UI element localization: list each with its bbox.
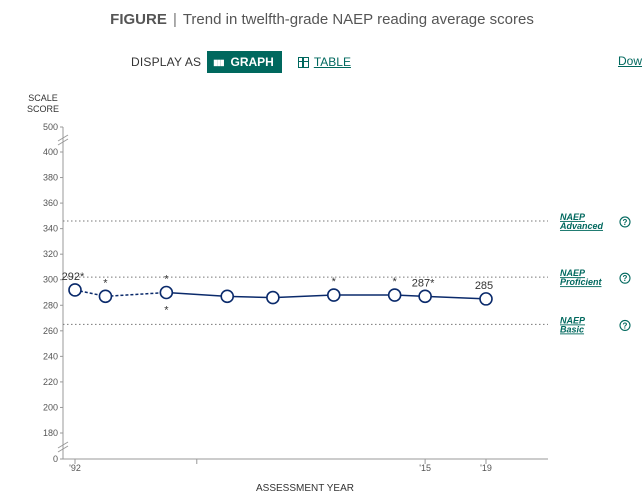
display-as-toggle: DISPLAY AS ▮▮▮ GRAPH TABLE — [131, 51, 351, 73]
y-tick-label: 500 — [43, 122, 58, 132]
chart-axes: 0 180 200 220 240 260 280 300 320 340 360 380 400 500… — [43, 122, 548, 473]
data-label: 287* — [412, 277, 435, 289]
series-segment — [227, 295, 273, 299]
x-tick-label: '92 — [69, 463, 81, 473]
y-axis-label-line1: SCALE — [28, 93, 58, 103]
significance-mark: * — [164, 274, 169, 286]
y-tick-label: 340 — [43, 224, 58, 234]
data-label: 292* — [62, 271, 85, 283]
display-as-label: DISPLAY AS — [131, 55, 202, 69]
x-tick-label: '15 — [419, 463, 431, 473]
y-tick-label: 260 — [43, 326, 58, 336]
y-tick-label: 180 — [43, 428, 58, 438]
figure-title-text: Trend in twelfth-grade NAEP reading aver… — [182, 11, 534, 28]
axis-break-mark — [57, 134, 69, 142]
x-axis-label: ASSESSMENT YEAR — [256, 483, 354, 494]
series-segment — [105, 291, 167, 298]
y-axis-label-line2: SCORE — [27, 104, 59, 114]
achievement-level-link[interactable]: Proficient — [560, 277, 603, 287]
axis-break-mark — [57, 138, 69, 146]
achievement-level-link[interactable]: NAEP — [560, 315, 586, 325]
y-tick-label: 300 — [43, 275, 58, 285]
x-tick-label: '19 — [480, 463, 492, 473]
y-tick-label: 380 — [43, 173, 58, 183]
series-segment — [425, 295, 487, 300]
axis-break-mark — [57, 445, 69, 453]
y-tick-label: 0 — [53, 454, 58, 464]
data-point[interactable] — [220, 289, 235, 304]
y-tick-label: 320 — [43, 249, 58, 259]
series-segment — [272, 294, 334, 299]
help-icon-glyph: ? — [623, 274, 628, 283]
significance-mark: * — [164, 305, 169, 317]
achievement-level-link[interactable]: NAEP — [560, 268, 586, 278]
figure-title: FIGURE | Trend in twelfth-grade NAEP rea… — [0, 11, 644, 28]
y-tick-label: 220 — [43, 377, 58, 387]
help-icon[interactable] — [619, 216, 631, 228]
series-segment — [166, 291, 228, 298]
significance-mark: * — [332, 276, 337, 288]
y-tick-label: 360 — [43, 198, 58, 208]
achievement-level-link[interactable]: Basic — [560, 324, 584, 334]
bar-chart-icon: ▮▮▮ — [213, 57, 224, 67]
data-point[interactable] — [266, 290, 280, 305]
achievement-level-link[interactable]: Advanced — [559, 221, 604, 231]
significance-mark: * — [393, 276, 398, 288]
figure-label: FIGURE — [110, 11, 167, 28]
table-button-label: TABLE — [313, 55, 351, 69]
title-separator: | — [173, 11, 177, 28]
table-icon — [297, 56, 309, 68]
data-label: 285 — [475, 280, 493, 292]
data-series: 292* * * * * 287* 285 * — [62, 271, 494, 317]
data-point[interactable] — [479, 292, 493, 306]
graph-button-label: GRAPH — [230, 55, 274, 69]
y-tick-label: 280 — [43, 300, 58, 310]
data-point[interactable] — [98, 289, 113, 304]
help-icon-glyph: ? — [623, 218, 628, 227]
data-point[interactable] — [387, 288, 402, 302]
download-link[interactable]: Dow — [618, 54, 643, 68]
y-tick-label: 240 — [43, 351, 58, 361]
axis-break-mark — [57, 441, 69, 449]
data-point[interactable] — [68, 283, 82, 297]
y-tick-label: 400 — [43, 147, 58, 157]
y-tick-label: 200 — [43, 402, 58, 412]
data-point[interactable] — [326, 288, 341, 302]
data-point[interactable] — [159, 285, 174, 300]
significance-mark: * — [103, 277, 108, 289]
table-button[interactable]: TABLE — [297, 55, 351, 69]
data-point[interactable] — [418, 289, 432, 304]
achievement-level-link[interactable]: NAEP — [560, 212, 586, 222]
graph-button[interactable]: ▮▮▮ GRAPH — [207, 51, 282, 73]
help-icon[interactable] — [619, 319, 631, 331]
help-icon-glyph: ? — [623, 321, 628, 330]
help-icon[interactable] — [619, 272, 631, 284]
